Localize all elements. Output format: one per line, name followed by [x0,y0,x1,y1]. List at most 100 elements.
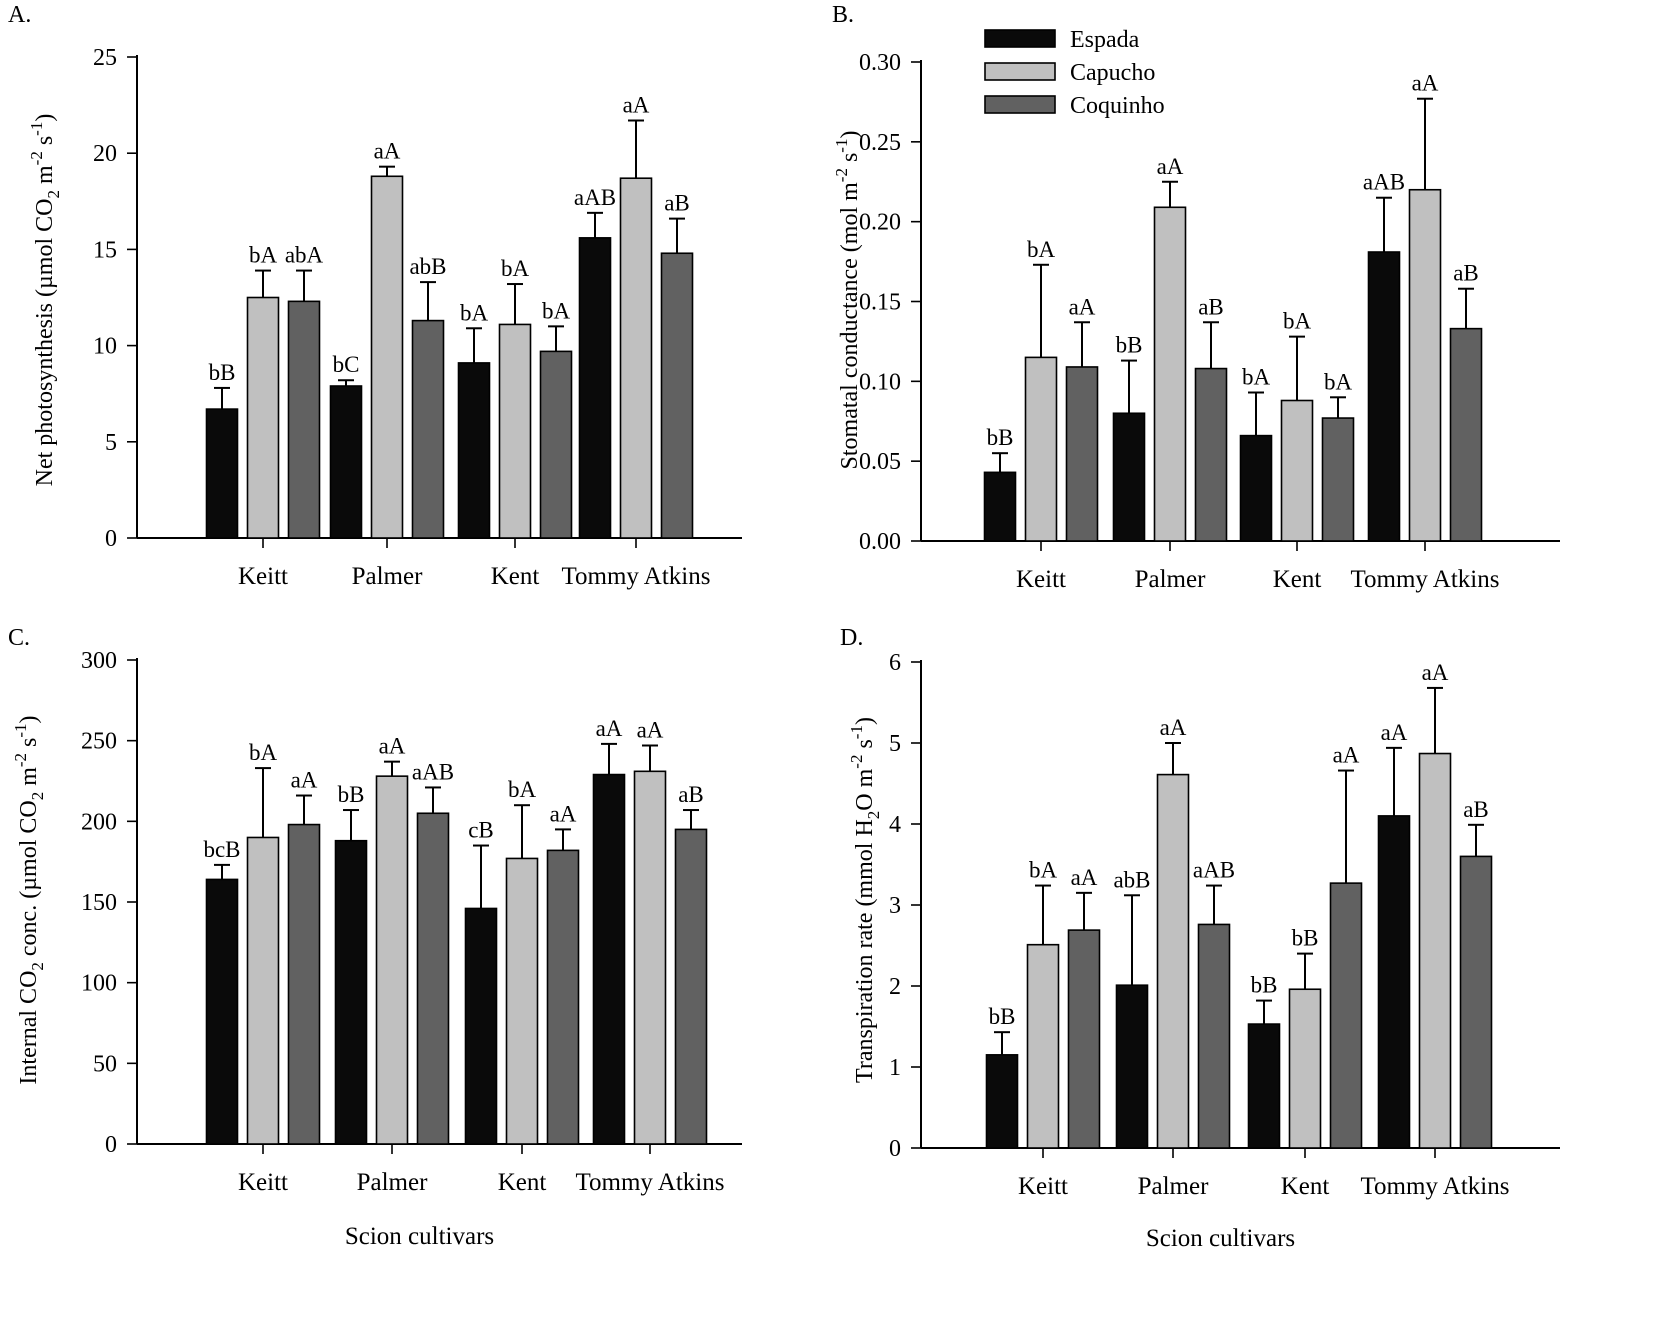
bar-coquinho-keitt [1067,929,1101,1149]
x-axis-title: Scion cultivars [345,1223,494,1250]
significance-label: aA [623,92,650,117]
x-tick-label: Kent [1273,566,1322,593]
y-tick-label: 100 [81,971,117,997]
significance-label: bA [501,256,530,281]
significance-label: bA [249,740,278,765]
significance-label: aA [379,734,406,759]
y-axis-label-part: 2 [44,190,63,199]
y-axis-label-part: ) [32,114,58,122]
bar-espada-palmer [329,385,363,539]
significance-label: bA [508,777,537,802]
y-tick-label: 200 [81,809,117,835]
panel-c: C. 0 50 100 150 200 250 300 Keitt Palmer Kent Tommy… [8,625,742,1250]
y-axis-label-part: m [837,182,863,207]
bar-espada-tommy-atkins [592,773,626,1145]
significance-label: bB [209,360,236,385]
y-tick-label: 5 [105,430,117,456]
bar-capucho-kent [498,323,532,539]
significance-label: bA [249,243,278,268]
y-tick-label: 3 [889,893,901,919]
panel-label: A. [8,2,31,28]
legend-swatch-coquinho [984,95,1056,114]
panel-b: B. 0.00 0.05 0.10 0.15 0.20 0.25 0.30 Keitt Palme… [832,2,1560,593]
legend: Espada Capucho Coquinho [984,27,1165,119]
significance-label: bB [1116,333,1143,358]
y-axis-label-part: -2 [832,168,851,182]
bar-capucho-palmer [1153,206,1187,542]
significance-label: aA [550,801,577,826]
x-tick-label: Keitt [1016,566,1066,593]
significance-label: bB [987,425,1014,450]
y-tick-label: 0.15 [859,290,901,316]
significance-label: bB [338,782,365,807]
significance-label: aA [1071,865,1098,890]
significance-label: aA [374,139,401,164]
bar-coquinho-kent [546,849,580,1145]
y-axis-label-part: -2 [27,151,46,165]
y-axis-label-part: s [32,136,58,151]
bar-capucho-palmer [1156,773,1190,1149]
y-axis-label-part: ) [837,131,863,139]
y-tick-label: 0.00 [859,529,901,555]
bar-espada-kent [464,907,498,1145]
bar-coquinho-tommy-atkins [1459,855,1493,1149]
significance-label: aA [596,716,623,741]
significance-label: aA [1412,71,1439,96]
significance-label: abB [409,254,446,279]
panel-label: B. [832,2,854,28]
bar-espada-keitt [205,408,239,539]
y-axis-label-part: 2 [28,792,47,801]
y-tick-label: 0.10 [859,369,901,395]
bar-coquinho-tommy-atkins [674,828,708,1145]
bar-coquinho-kent [1321,417,1355,542]
x-axis-title: Scion cultivars [1146,1225,1295,1252]
y-tick-label: 0.30 [859,50,901,76]
y-axis-label-part: -1 [11,723,30,737]
significance-label: bcB [203,837,240,862]
bar-espada-keitt [985,1054,1019,1149]
y-tick-label: 0.05 [859,449,901,475]
bar-capucho-tommy-atkins [1418,752,1452,1149]
x-tick-label: Kent [498,1169,547,1196]
y-axis-label-part: -1 [832,139,851,153]
bar-capucho-keitt [246,836,280,1145]
y-axis-label-part: s [837,153,863,168]
y-axis-label-part: ) [852,717,878,725]
bar-espada-palmer [1112,412,1146,542]
bar-espada-kent [1247,1023,1281,1149]
bar-espada-tommy-atkins [578,237,612,539]
y-tick-label: 20 [93,141,117,167]
bar-coquinho-palmer [416,812,450,1145]
legend-label-capucho: Capucho [1070,60,1155,86]
legend-label-espada: Espada [1070,27,1140,53]
x-tick-label: Palmer [1138,1173,1209,1200]
panel-a: A. 0 5 10 15 20 25 Keitt Palmer Kent Tommy Atkins N… [8,2,742,590]
y-axis-label-part: conc. (µmol CO [16,800,42,962]
y-axis-label-part: O m [852,768,878,810]
significance-label: aA [1069,294,1096,319]
bar-espada-palmer [1115,984,1149,1149]
x-tick-label: Tommy Atkins [1351,566,1500,593]
y-axis-label: Stomatal conductance (mol m-2 s-1) [832,131,863,470]
bar-coquinho-kent [1329,882,1363,1149]
x-tick-label: Tommy Atkins [576,1169,725,1196]
significance-label: bB [1251,973,1278,998]
bar-capucho-kent [505,857,539,1145]
y-axis-label-part: s [16,738,42,753]
bar-coquinho-keitt [1065,366,1099,542]
panel-d: D. 0 1 2 3 4 5 6 Keitt Palmer Kent Tommy Atkins Tran… [840,625,1560,1252]
significance-label: aAB [1363,170,1405,195]
y-tick-label: 4 [889,812,901,838]
y-axis-label-part: m [16,767,42,792]
y-tick-label: 0 [889,1136,901,1162]
bar-capucho-keitt [1026,943,1060,1149]
significance-label: bA [460,300,489,325]
legend-swatch-espada [984,29,1056,48]
x-tick-label: Keitt [238,1169,288,1196]
y-axis-label-part: m [32,165,58,190]
significance-label: bA [1324,369,1353,394]
y-axis-label-part: s [852,739,878,754]
y-axis-label: Transpiration rate (mmol H2O m-2 s-1) [847,717,883,1083]
y-tick-label: 1 [889,1055,901,1081]
bar-capucho-keitt [1024,356,1058,542]
